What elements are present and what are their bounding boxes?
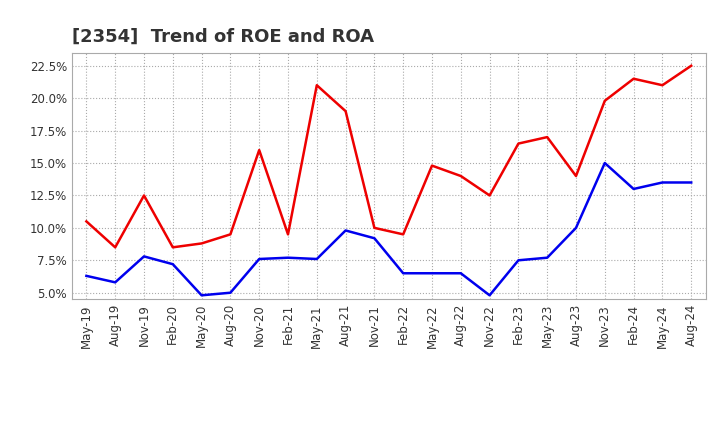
ROA xyxy=(255,257,264,262)
ROA xyxy=(226,290,235,295)
ROE xyxy=(82,219,91,224)
ROE xyxy=(600,98,609,103)
ROE xyxy=(485,193,494,198)
ROA xyxy=(658,180,667,185)
ROA xyxy=(456,271,465,276)
ROE xyxy=(140,193,148,198)
ROE xyxy=(370,225,379,231)
ROA xyxy=(82,273,91,279)
ROA xyxy=(428,271,436,276)
ROE xyxy=(543,135,552,140)
ROA xyxy=(370,235,379,241)
ROE xyxy=(687,63,696,68)
ROE xyxy=(456,173,465,179)
ROA xyxy=(600,161,609,166)
ROE xyxy=(341,109,350,114)
Line: ROA: ROA xyxy=(86,163,691,295)
ROA xyxy=(687,180,696,185)
ROA xyxy=(399,271,408,276)
ROA xyxy=(284,255,292,260)
ROE xyxy=(255,147,264,153)
ROE xyxy=(629,76,638,81)
ROE xyxy=(168,245,177,250)
ROE xyxy=(197,241,206,246)
ROE xyxy=(111,245,120,250)
ROA xyxy=(111,280,120,285)
ROA xyxy=(514,258,523,263)
ROA xyxy=(341,228,350,233)
Text: [2354]  Trend of ROE and ROA: [2354] Trend of ROE and ROA xyxy=(72,28,374,46)
ROA xyxy=(168,261,177,267)
ROA xyxy=(543,255,552,260)
ROE xyxy=(284,232,292,237)
ROE xyxy=(572,173,580,179)
ROE xyxy=(428,163,436,168)
ROA xyxy=(572,225,580,231)
ROE xyxy=(658,83,667,88)
Line: ROE: ROE xyxy=(86,66,691,247)
ROE xyxy=(226,232,235,237)
ROA xyxy=(140,254,148,259)
ROE xyxy=(312,83,321,88)
ROA xyxy=(629,186,638,191)
ROA xyxy=(197,293,206,298)
ROA xyxy=(485,293,494,298)
ROE xyxy=(399,232,408,237)
ROE xyxy=(514,141,523,146)
ROA xyxy=(312,257,321,262)
